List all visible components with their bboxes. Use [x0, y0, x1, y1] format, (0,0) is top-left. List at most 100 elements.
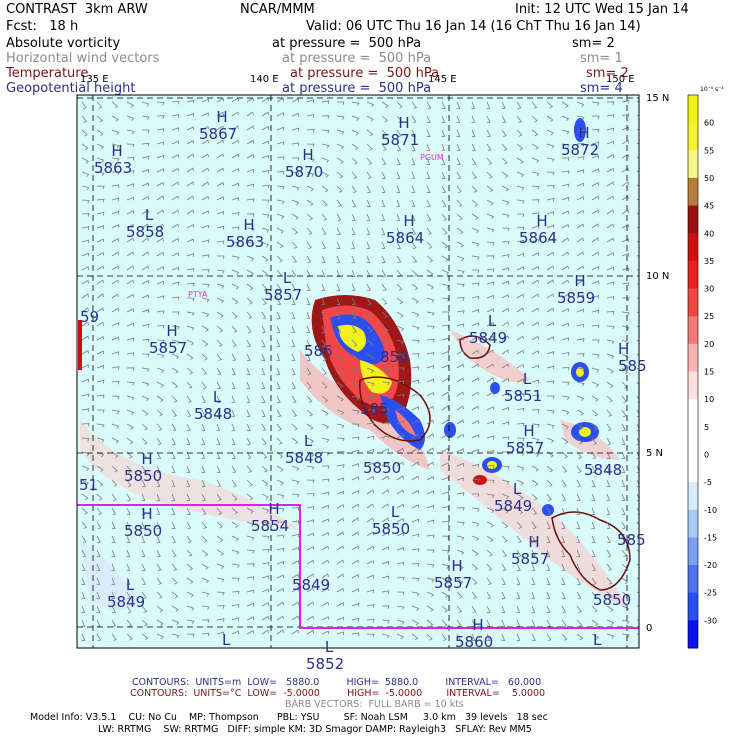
- wind-barb: [306, 255, 312, 263]
- wind-barb: [111, 143, 120, 149]
- wind-barb: [306, 423, 314, 431]
- height-value: 5858: [126, 223, 164, 241]
- wind-barb: [81, 157, 89, 164]
- wind-barb: [471, 633, 476, 642]
- wind-barb: [276, 479, 285, 486]
- wind-barb: [576, 265, 584, 271]
- wind-barb: [337, 101, 345, 106]
- wind-barb: [261, 227, 270, 233]
- lon-label: 140 E: [250, 74, 279, 85]
- colorbar-tick-label: 25: [704, 312, 714, 321]
- wind-barb: [576, 437, 583, 445]
- height-value: 5849: [107, 593, 145, 611]
- wind-barb: [291, 451, 299, 458]
- wind-barb: [426, 447, 434, 453]
- wind-barb: [441, 227, 448, 235]
- wind-barb: [231, 507, 238, 515]
- wind-barb: [456, 323, 465, 327]
- wind-barb: [591, 549, 596, 558]
- field-sm-temperature: sm= 2: [586, 66, 629, 81]
- wind-barb: [81, 549, 87, 557]
- wind-barb: [171, 100, 180, 105]
- height-symbol: H: [398, 114, 409, 132]
- height-value: 59: [80, 308, 99, 326]
- height-value: 5851: [504, 387, 542, 405]
- wind-barb: [231, 630, 240, 635]
- wind-barb: [216, 521, 223, 529]
- wind-barb: [411, 269, 418, 277]
- wind-barb: [261, 493, 269, 500]
- wind-barb: [501, 157, 508, 165]
- wind-barb: [411, 577, 420, 582]
- wind-barb: [411, 185, 416, 194]
- wind-barb: [111, 493, 117, 501]
- wind-barb: [111, 157, 120, 162]
- wind-barb: [321, 478, 330, 483]
- wind-barb: [621, 113, 630, 117]
- wind-barb: [606, 101, 615, 105]
- wind-barb: [261, 140, 270, 145]
- wind-barb: [381, 157, 387, 165]
- wind-barb: [186, 591, 194, 598]
- wind-barb: [561, 170, 570, 174]
- wind-barb: [531, 321, 539, 327]
- wind-barb: [96, 198, 105, 203]
- wind-barb: [606, 521, 611, 530]
- wind-barb: [231, 465, 237, 473]
- wind-barb: [636, 493, 639, 502]
- wind-barb: [561, 210, 570, 215]
- wind-barb: [156, 353, 165, 359]
- wind-barb: [156, 591, 163, 599]
- wind-barb: [96, 265, 104, 271]
- wind-barb: [606, 535, 611, 544]
- wind-barb: [486, 363, 494, 369]
- wind-barb: [126, 479, 132, 487]
- wind-barb: [441, 447, 449, 453]
- wind-barb: [411, 297, 419, 304]
- wind-barb: [231, 535, 239, 542]
- wind-barb: [171, 381, 179, 389]
- wind-barb: [156, 605, 164, 613]
- wind-barb: [81, 129, 88, 137]
- wind-barb: [576, 423, 584, 431]
- wind-barb: [471, 619, 476, 628]
- wind-barb: [171, 619, 180, 626]
- wind-barb: [186, 437, 191, 446]
- footer-barb-note: BARB VECTORS: FULL BARB = 10 kts: [285, 699, 464, 710]
- wind-barb: [291, 629, 299, 635]
- wind-barb: [591, 209, 599, 215]
- wind-barb: [486, 493, 495, 499]
- wind-barb: [561, 265, 569, 271]
- wind-barb: [96, 115, 103, 123]
- wind-barb: [591, 181, 600, 187]
- wind-barb: [531, 423, 540, 428]
- wind-barb: [561, 451, 568, 459]
- wind-barb: [381, 489, 389, 495]
- wind-barb: [156, 437, 162, 445]
- wind-barb: [531, 279, 539, 285]
- wind-barb: [561, 183, 570, 188]
- wind-barb: [396, 101, 403, 109]
- wind-barb: [216, 353, 222, 361]
- wind-barb: [246, 183, 255, 188]
- wind-barb: [411, 633, 419, 641]
- wind-barb: [606, 493, 611, 501]
- wind-barb: [231, 297, 239, 305]
- wind-barb: [321, 227, 327, 235]
- wind-barb: [591, 223, 599, 229]
- wind-barb: [366, 101, 375, 108]
- wind-barb: [501, 577, 507, 586]
- wind-barb: [381, 283, 387, 291]
- wind-barb: [336, 437, 345, 442]
- wind-barb: [276, 601, 284, 607]
- wind-barb: [546, 129, 554, 136]
- wind-barb: [246, 409, 251, 418]
- wind-barb: [471, 563, 479, 571]
- wind-barb: [576, 381, 585, 387]
- wind-barb: [591, 465, 596, 474]
- wind-barb: [306, 171, 315, 177]
- wind-barb: [321, 423, 330, 430]
- wind-barb: [591, 168, 600, 173]
- wind-barb: [501, 171, 509, 179]
- wind-barb: [126, 129, 135, 135]
